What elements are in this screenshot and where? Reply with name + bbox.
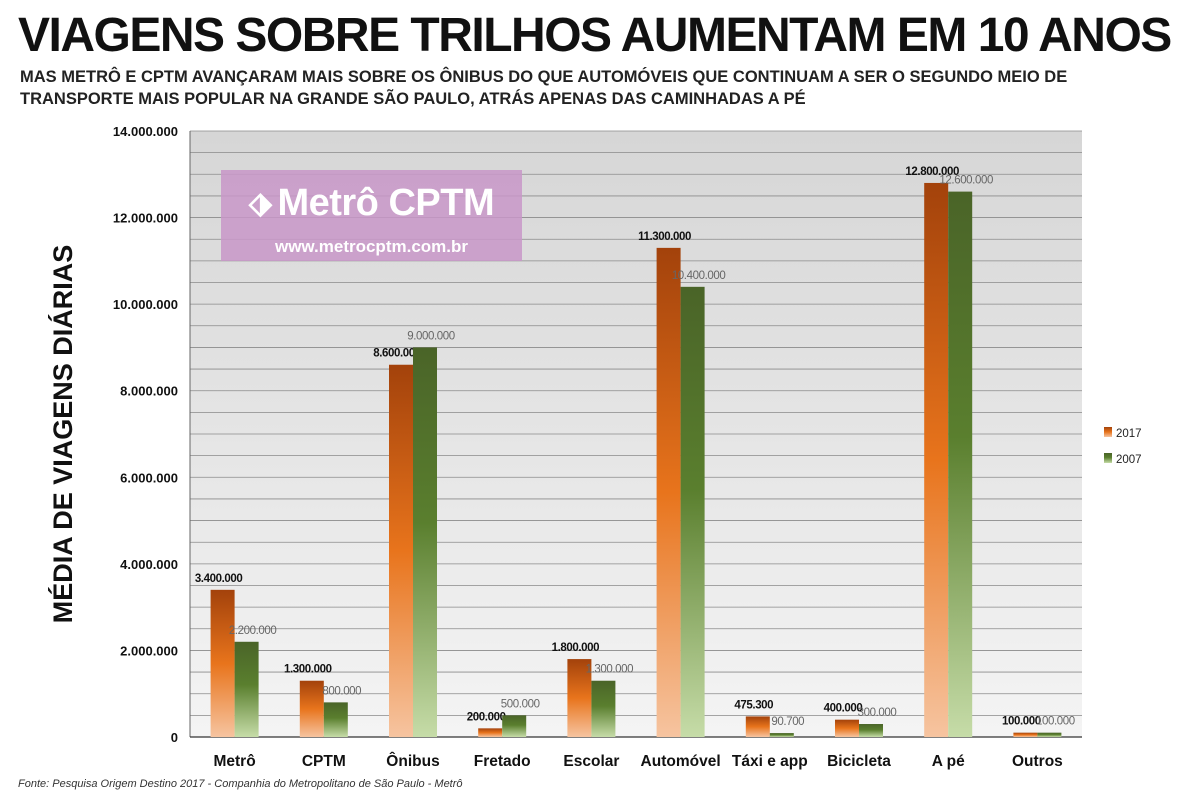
bar-2007: [948, 191, 973, 738]
data-label-2017: 1.300.000: [284, 664, 332, 676]
bar-2007: [680, 286, 705, 737]
bar-2017: [835, 719, 859, 737]
source-note: Fonte: Pesquisa Origem Destino 2017 - Co…: [18, 778, 463, 790]
bar-2017: [299, 680, 324, 737]
data-label-2017: 100.000: [1002, 716, 1041, 728]
bar-2017: [210, 589, 235, 737]
data-label-2007: 500.000: [501, 698, 540, 710]
x-tick-label: Automóvel: [641, 753, 721, 770]
x-tick-label: Ônibus: [386, 752, 439, 770]
bar-2007: [591, 680, 616, 737]
x-tick-label: Bicicleta: [827, 753, 891, 770]
bar-2007: [413, 347, 437, 737]
data-label-2007: 90.700: [771, 716, 804, 728]
y-tick-label: 6.000.000: [120, 470, 178, 485]
metro-cptm-logo-icon: ⬗: [248, 187, 272, 220]
bar-2007: [769, 733, 794, 737]
data-label-2017: 11.300.000: [638, 231, 691, 243]
data-label-2007: 2.200.000: [229, 625, 277, 637]
bar-2017: [924, 182, 949, 737]
bar-2017: [389, 364, 413, 737]
legend-swatch-2017: [1104, 427, 1112, 437]
bar-2017: [656, 247, 681, 737]
chart-title: VIAGENS SOBRE TRILHOS AUMENTAM EM 10 ANO…: [18, 9, 1172, 62]
metro-cptm-watermark: ⬗ Metrô CPTM www.metrocptm.com.br: [221, 170, 522, 261]
x-tick-label: Outros: [1012, 753, 1063, 770]
data-label-2017: 12.800.000: [905, 166, 959, 178]
x-tick-label: Escolar: [563, 753, 619, 770]
data-label-2017: 1.800.000: [552, 642, 600, 654]
bar-2017: [745, 716, 770, 737]
data-label-2007: 10.400.000: [672, 270, 726, 282]
bar-2017: [1013, 732, 1038, 737]
bar-2007: [234, 641, 259, 737]
y-axis-label: MÉDIA DE VIAGENS DIÁRIAS: [47, 245, 78, 624]
bar-2007: [502, 715, 527, 737]
data-label-2007: 300.000: [858, 707, 897, 719]
x-tick-label: Metrô: [213, 753, 255, 770]
data-label-2007: 9.000.000: [407, 330, 455, 342]
bar-2007: [323, 702, 348, 737]
x-tick-label: Fretado: [474, 753, 531, 770]
data-label-2007: 800.000: [322, 685, 361, 697]
y-tick-label: 2.000.000: [120, 643, 178, 658]
legend-swatch-2007: [1104, 453, 1112, 463]
legend-label-2007: 2007: [1116, 454, 1142, 466]
data-label-2017: 400.000: [824, 703, 863, 715]
y-tick-label: 12.000.000: [113, 211, 178, 226]
x-tick-label: Táxi e app: [732, 753, 808, 770]
bar-2017: [478, 728, 503, 737]
data-label-2007: 100.000: [1036, 716, 1075, 728]
data-label-2017: 8.600.000: [373, 348, 421, 360]
y-tick-label: 4.000.000: [120, 557, 178, 572]
data-label-2007: 1.300.000: [586, 664, 634, 676]
data-label-2017: 200.000: [467, 711, 506, 723]
legend-label-2017: 2017: [1116, 428, 1142, 440]
x-tick-label: A pé: [932, 753, 965, 770]
y-tick-label: 0: [171, 730, 178, 745]
bar-2007: [1037, 732, 1062, 737]
bar-2017: [567, 659, 592, 737]
watermark-brand-text: Metrô CPTM: [277, 182, 495, 224]
watermark-url: www.metrocptm.com.br: [274, 237, 468, 256]
data-label-2007: 12.600.000: [939, 175, 993, 187]
x-tick-label: CPTM: [302, 753, 346, 770]
watermark-brand: ⬗ Metrô CPTM: [221, 184, 522, 223]
data-label-2017: 475.300: [734, 699, 773, 711]
data-label-2017: 3.400.000: [195, 573, 243, 585]
chart-subtitle: MAS METRÔ E CPTM AVANÇARAM MAIS SOBRE OS…: [20, 68, 1068, 108]
y-tick-label: 8.000.000: [120, 384, 178, 399]
y-tick-label: 14.000.000: [113, 124, 178, 139]
y-tick-label: 10.000.000: [113, 297, 178, 312]
bar-2007: [859, 724, 883, 737]
